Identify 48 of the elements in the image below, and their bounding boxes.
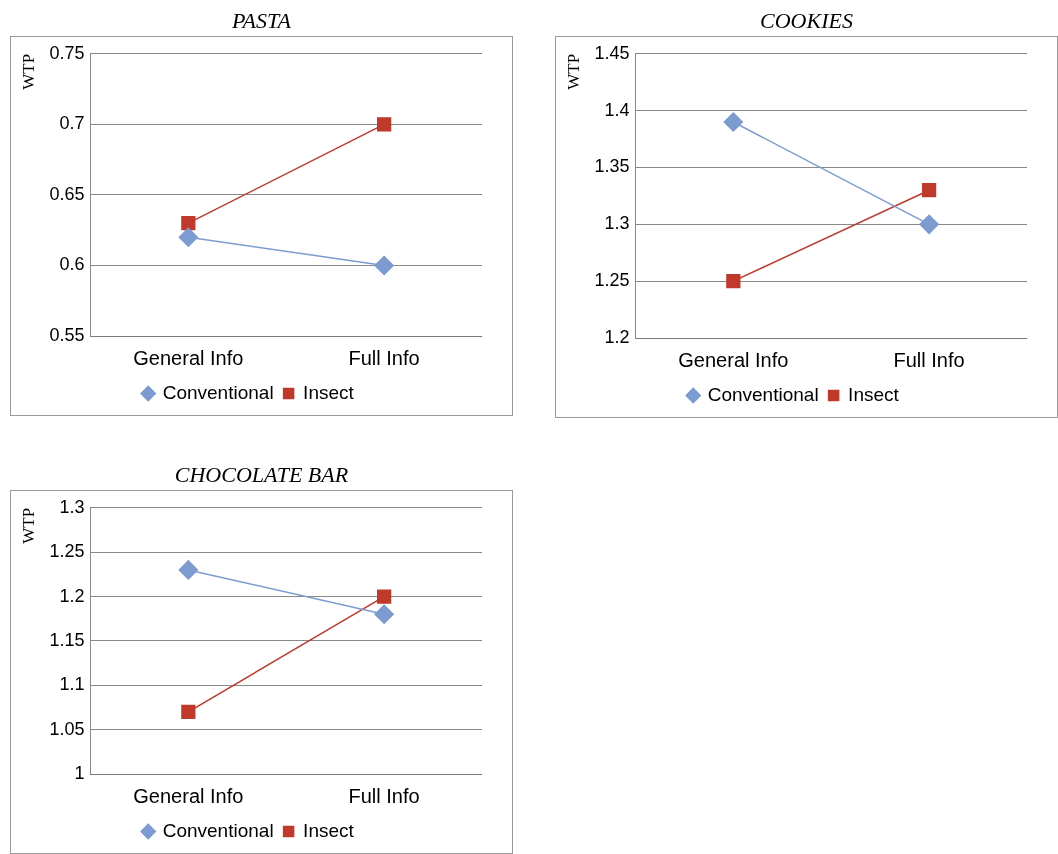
x-tick-label: General Info: [133, 346, 244, 369]
point: [181, 216, 196, 231]
chart-title: CHOCOLATE BAR: [173, 461, 350, 489]
point: [178, 560, 199, 580]
y-tick-label: 1: [74, 762, 85, 783]
x-tick-label: Full Info: [348, 784, 420, 807]
legend-label: Conventional: [162, 381, 274, 403]
point: [921, 183, 937, 198]
legend-label: Insect: [848, 383, 900, 405]
legend-label: Insect: [303, 819, 355, 841]
y-tick-label: 1.3: [59, 496, 85, 517]
y-tick-label: 0.6: [59, 254, 85, 275]
x-tick-label: Full Info: [348, 346, 420, 369]
y-axis-title: WTP: [18, 507, 38, 544]
y-axis-title: WTP: [563, 53, 583, 90]
point: [178, 227, 199, 247]
y-tick-label: 1.2: [59, 585, 85, 606]
point: [376, 117, 392, 132]
y-tick-label: 0.55: [49, 324, 85, 345]
y-tick-label: 1.25: [49, 541, 85, 562]
chart-title: COOKIES: [759, 7, 854, 35]
legend-label: Conventional: [162, 819, 274, 841]
y-tick-label: 0.7: [59, 113, 85, 134]
y-tick-label: 1.45: [594, 42, 630, 63]
y-axis-title: WTP: [18, 53, 38, 90]
x-tick-label: General Info: [133, 784, 244, 807]
legend-label: Insect: [303, 381, 355, 403]
x-tick-label: General Info: [678, 348, 789, 371]
point: [374, 604, 394, 625]
y-tick-label: 1.4: [604, 99, 630, 120]
point: [726, 274, 741, 289]
legend-label: Conventional: [707, 383, 819, 405]
chart-title: PASTA: [230, 7, 293, 35]
point: [919, 214, 939, 235]
point: [376, 589, 392, 604]
y-tick-label: 1.05: [49, 718, 85, 739]
point: [723, 112, 744, 132]
y-tick-label: 1.2: [604, 326, 630, 347]
y-tick-label: 1.3: [604, 213, 630, 234]
y-tick-label: 1.1: [59, 674, 85, 695]
point: [374, 255, 394, 276]
x-tick-label: Full Info: [893, 348, 965, 371]
y-tick-label: 1.35: [594, 156, 630, 177]
point: [181, 704, 196, 719]
y-tick-label: 1.25: [594, 270, 630, 291]
y-tick-label: 0.65: [49, 183, 85, 204]
y-tick-label: 0.75: [49, 42, 85, 63]
y-tick-label: 1.15: [49, 629, 85, 650]
